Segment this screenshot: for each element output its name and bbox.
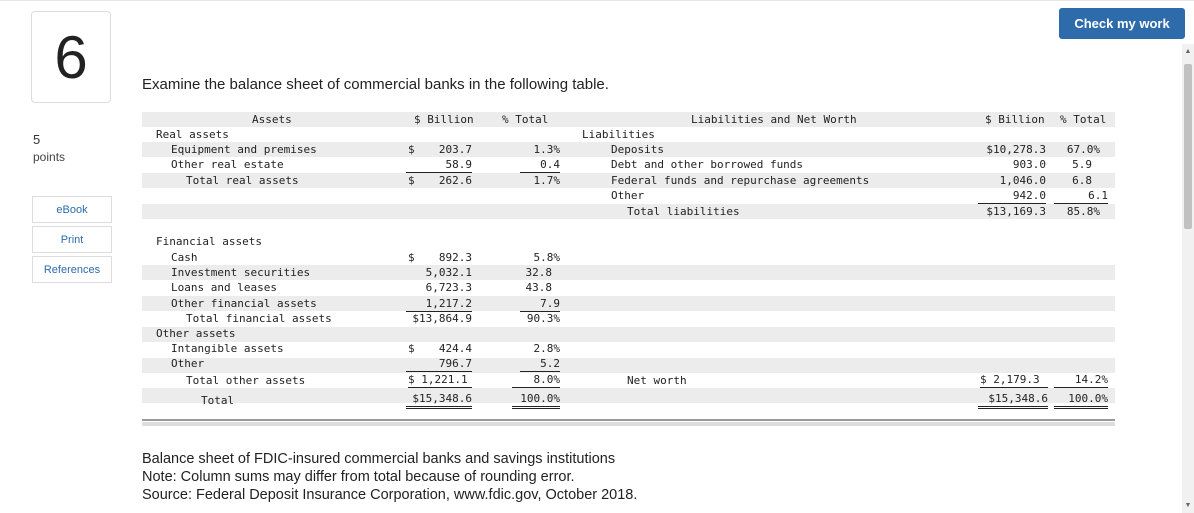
- dollar-sign: $: [408, 143, 415, 156]
- value-grand-total: $15,348.6: [978, 392, 1048, 409]
- dollar-sign: $: [408, 251, 415, 264]
- label-other-liabilities: Other: [611, 189, 645, 202]
- vertical-scrollbar[interactable]: ▲ ▼: [1182, 44, 1194, 513]
- points-value: 5: [33, 132, 41, 147]
- balance-sheet-table: Assets $ Billion % Total Liabilities and…: [142, 112, 1115, 426]
- label-financial-assets: Financial assets: [156, 235, 262, 248]
- label-total-liabilities: Total liabilities: [627, 205, 740, 218]
- pct-other-liabilities: 6.1: [1054, 189, 1108, 204]
- table-bottom-shadow: [142, 422, 1115, 426]
- label-total-real: Total real assets: [186, 174, 299, 187]
- label-deposits: Deposits: [611, 143, 664, 156]
- side-links: eBook Print References: [32, 196, 112, 286]
- value-other-real: 58.9: [406, 158, 472, 173]
- label-real-assets: Real assets: [156, 128, 229, 141]
- pct-grand-total: 100.0%: [1054, 392, 1108, 409]
- scroll-thumb[interactable]: [1184, 64, 1192, 229]
- header-assets: Assets: [252, 113, 292, 126]
- pct-equipment: 1.3%: [533, 143, 561, 156]
- caption-line-1: Balance sheet of FDIC-insured commercial…: [142, 451, 616, 467]
- pct-cash: 5.8%: [533, 251, 561, 264]
- pct-fed-funds: 6.8: [1072, 174, 1092, 187]
- print-link[interactable]: Print: [32, 226, 112, 253]
- label-investment: Investment securities: [171, 266, 311, 279]
- label-other-assets: Other assets: [156, 327, 236, 340]
- label-total-financial: Total financial assets: [186, 312, 332, 325]
- table-caption: Balance sheet of FDIC-insured commercial…: [142, 450, 637, 504]
- value-loans: 6,723.3: [425, 281, 472, 294]
- caption-line-3: Source: Federal Deposit Insurance Corpor…: [142, 487, 638, 503]
- table-bottom-border: [142, 419, 1115, 421]
- value-cash: 892.3: [438, 251, 472, 264]
- value-other: 796.7: [406, 357, 472, 372]
- label-loans: Loans and leases: [171, 281, 277, 294]
- label-total: Total: [201, 394, 235, 407]
- value-fed-funds: 1,046.0: [999, 174, 1046, 187]
- caption-line-2: Note: Column sums may differ from total …: [142, 469, 575, 485]
- pct-total-liabilities: 85.8%: [1066, 205, 1100, 218]
- value-total-real: 262.6: [438, 174, 472, 187]
- value-investment: 5,032.1: [425, 266, 472, 279]
- value-total: $15,348.6: [406, 392, 472, 409]
- label-cash: Cash: [171, 251, 198, 264]
- pct-total-real: 1.7%: [533, 174, 561, 187]
- value-total-financial: $13,864.9: [412, 312, 472, 325]
- scroll-up-icon[interactable]: ▲: [1184, 48, 1192, 55]
- pct-other-real: 0.4: [520, 158, 560, 173]
- value-debt: 903.0: [1012, 158, 1046, 171]
- references-link[interactable]: References: [32, 256, 112, 283]
- pct-other: 5.2: [520, 357, 560, 372]
- pct-investment: 32.8: [525, 266, 553, 279]
- label-fed-funds: Federal funds and repurchase agreements: [611, 174, 870, 187]
- pct-total: 100.0%: [512, 392, 560, 409]
- dollar-sign: $: [408, 174, 415, 187]
- pct-other-financial: 7.9: [520, 297, 560, 312]
- value-intangible: 424.4: [438, 342, 472, 355]
- header-total-2: % Total: [1060, 113, 1107, 126]
- label-debt: Debt and other borrowed funds: [611, 158, 804, 171]
- label-other: Other: [171, 357, 205, 370]
- check-my-work-button[interactable]: Check my work: [1059, 8, 1185, 39]
- question-prompt: Examine the balance sheet of commercial …: [142, 76, 609, 93]
- value-other-liabilities: 942.0: [978, 189, 1046, 204]
- top-divider: [0, 0, 1194, 1]
- value-net-worth: $ 2,179.3: [980, 373, 1048, 388]
- label-net-worth: Net worth: [627, 374, 687, 387]
- pct-deposits: 67.0%: [1066, 143, 1100, 156]
- value-deposits: $10,278.3: [986, 143, 1046, 156]
- label-total-other: Total other assets: [186, 374, 306, 387]
- label-other-real: Other real estate: [171, 158, 284, 171]
- pct-total-other: 8.0%: [512, 373, 560, 388]
- pct-intangible: 2.8%: [533, 342, 561, 355]
- value-other-financial: 1,217.2: [406, 297, 472, 312]
- pct-total-financial: 90.3%: [526, 312, 560, 325]
- header-billion: $ Billion: [414, 113, 474, 126]
- value-total-liabilities: $13,169.3: [986, 205, 1046, 218]
- value-equipment: 203.7: [438, 143, 472, 156]
- scroll-down-icon[interactable]: ▼: [1184, 502, 1192, 509]
- header-total: % Total: [502, 113, 549, 126]
- pct-net-worth: 14.2%: [1054, 373, 1108, 388]
- question-number: 6: [31, 11, 111, 103]
- label-liabilities: Liabilities: [582, 128, 655, 141]
- header-billion-2: $ Billion: [985, 113, 1045, 126]
- label-other-financial: Other financial assets: [171, 297, 317, 310]
- pct-debt: 5.9: [1072, 158, 1092, 171]
- header-liabilities: Liabilities and Net Worth: [691, 113, 857, 126]
- label-equipment: Equipment and premises: [171, 143, 317, 156]
- value-total-other: $ 1,221.1: [408, 373, 472, 388]
- pct-loans: 43.8: [525, 281, 553, 294]
- label-intangible: Intangible assets: [171, 342, 284, 355]
- dollar-sign: $: [408, 342, 415, 355]
- ebook-link[interactable]: eBook: [32, 196, 112, 223]
- points-label: points: [33, 150, 66, 164]
